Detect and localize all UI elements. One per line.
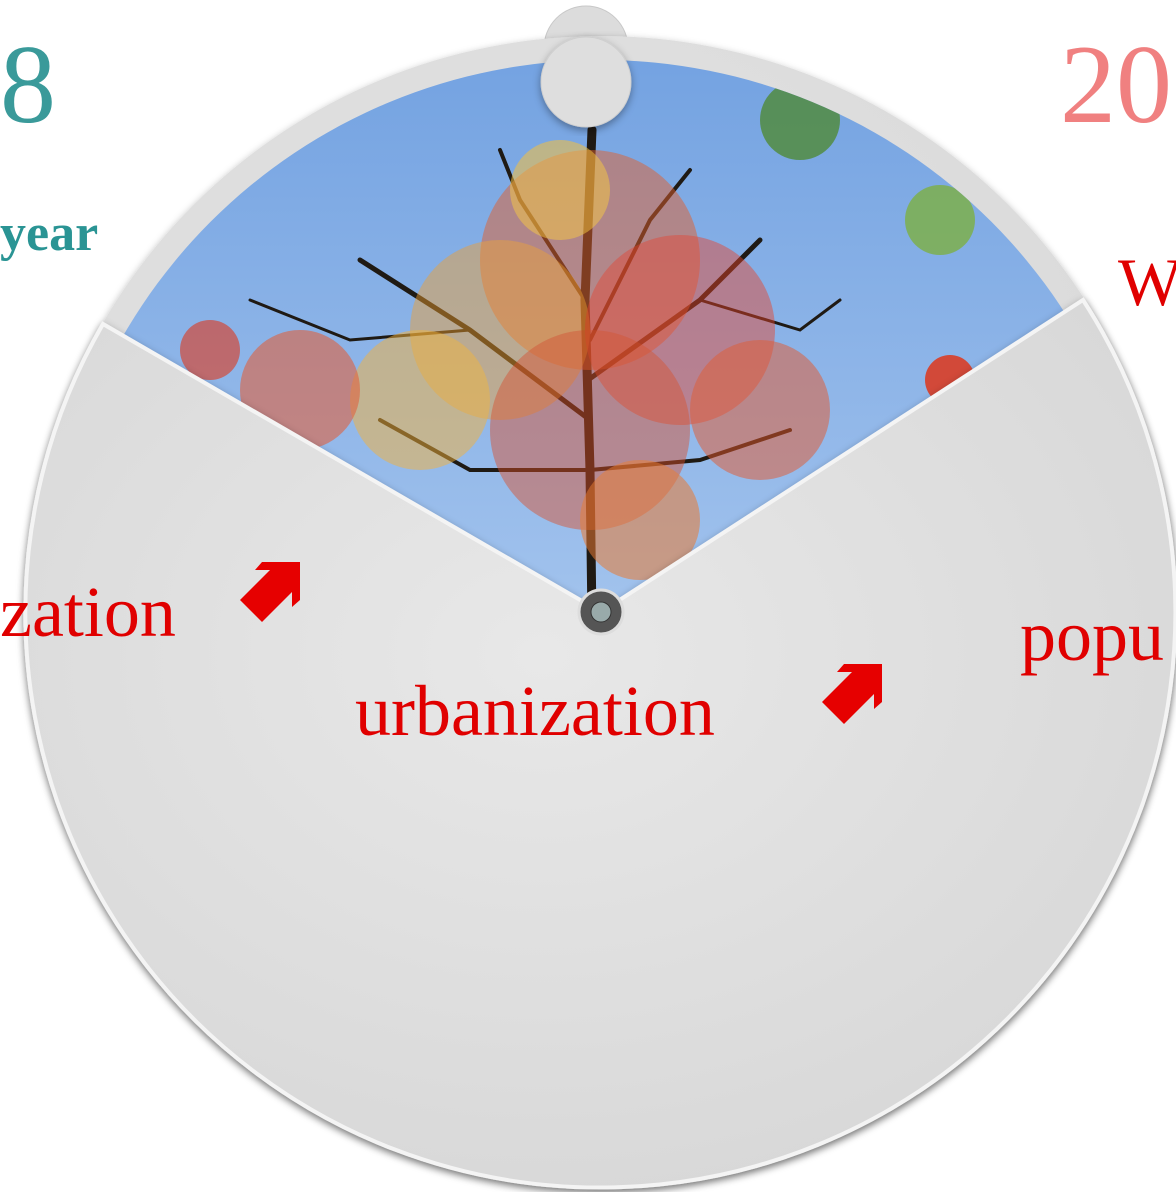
wheel-graphic: 8 20 — [0, 0, 1176, 1192]
left-item: zation — [0, 572, 176, 652]
right-year: 20 — [1060, 23, 1172, 147]
left-label: year — [0, 205, 98, 262]
page: 8 20 — [0, 0, 1176, 1192]
right-item: popu — [1020, 596, 1164, 676]
pin-center — [591, 602, 611, 622]
tab — [541, 37, 631, 127]
left-year: 8 — [0, 23, 56, 147]
right-label: W — [1118, 244, 1176, 320]
center-item: urbanization — [355, 671, 715, 751]
